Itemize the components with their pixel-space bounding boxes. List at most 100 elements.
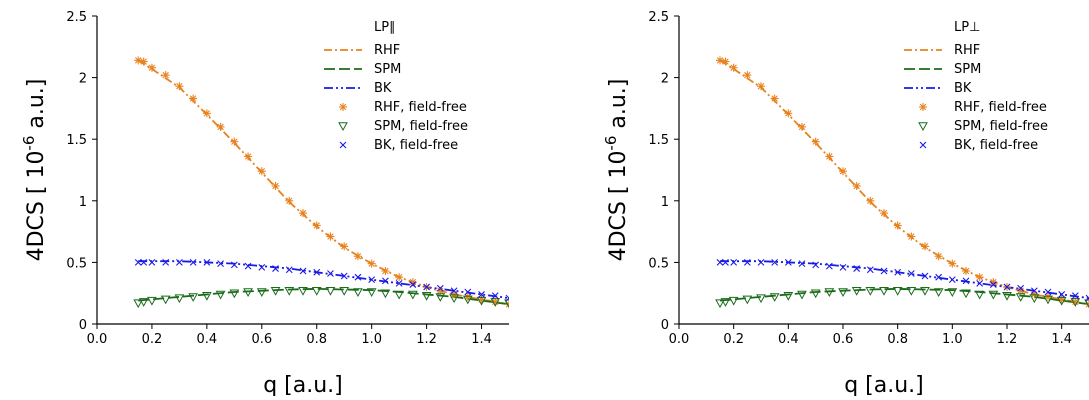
y-tick-label: 2 <box>79 72 87 87</box>
data-point-asterisk <box>353 252 362 261</box>
data-point-asterisk <box>1085 300 1089 309</box>
y-tick-label: 0.5 <box>648 256 669 271</box>
y-axis-label-exponent: -6 <box>602 136 620 151</box>
chart-title: LP∥ <box>374 20 396 35</box>
data-point-asterisk <box>312 221 321 230</box>
data-point-asterisk <box>257 167 266 176</box>
data-point-asterisk <box>381 267 390 276</box>
data-point-x <box>880 267 888 275</box>
legend-label: RHF, field-free <box>374 100 467 115</box>
x-axis-label: q [a.u.] <box>844 373 924 396</box>
data-point-triangle-down <box>394 290 404 300</box>
data-point-x <box>327 270 334 277</box>
data-point-triangle-down <box>462 295 473 305</box>
y-tick-label: 1 <box>661 195 669 210</box>
data-point-x <box>272 265 279 272</box>
data-point-x <box>140 259 148 266</box>
data-point-triangle-down <box>797 290 807 300</box>
data-point-triangle-down <box>1043 295 1053 305</box>
data-point-x <box>368 276 376 284</box>
data-point-asterisk <box>729 63 738 72</box>
legend-label: SPM, field-free <box>374 119 468 134</box>
legend-label: SPM, field-free <box>954 119 1048 134</box>
data-point-asterisk <box>811 137 820 146</box>
x-tick-label: 0.6 <box>833 332 854 347</box>
data-point-triangle-down <box>243 288 253 297</box>
data-point-x <box>382 277 389 285</box>
data-point-x <box>450 287 458 295</box>
data-point-triangle-down <box>188 293 198 302</box>
data-point-triangle-down <box>851 287 862 296</box>
data-point-x <box>962 277 970 285</box>
legend-item: BK, field-free <box>919 138 1038 153</box>
y-axis-label-unit: a.u.] <box>24 79 49 136</box>
data-point-asterisk <box>798 122 806 131</box>
legend-item: RHF, field-free <box>339 100 467 115</box>
data-point-asterisk <box>716 56 724 65</box>
y-tick-label: 0 <box>661 318 669 333</box>
data-point-asterisk <box>962 267 970 276</box>
legend-marker-x <box>919 141 927 149</box>
data-point-x <box>340 272 348 280</box>
legend-label: BK, field-free <box>374 138 458 153</box>
data-point-triangle-down <box>720 298 731 307</box>
chart-panel-1: 0.0 0.2 0.4 0.6 0.8 1.0 1.2 1.4 0 0.5 1 1.5 2 2.5 q [a… <box>20 10 509 398</box>
data-point-asterisk <box>299 209 307 218</box>
data-point-x <box>285 266 293 274</box>
data-point-x <box>1017 284 1025 292</box>
data-point-x <box>935 273 943 281</box>
data-point-triangle-down <box>974 290 985 300</box>
legend-label: BK, field-free <box>954 138 1038 153</box>
x-tick-label: 1.2 <box>416 332 437 347</box>
data-point-x <box>148 259 156 266</box>
data-point-triangle-down <box>1084 299 1089 309</box>
data-point-x <box>825 262 833 270</box>
y-tick-label: 0.5 <box>66 256 87 271</box>
data-point-asterisk <box>880 209 888 218</box>
x-tick-label: 0.4 <box>778 332 799 347</box>
data-point-asterisk <box>147 63 156 72</box>
data-point-triangle-down <box>742 295 753 305</box>
data-point-x <box>395 279 403 287</box>
data-point-x <box>1071 292 1079 300</box>
data-point-asterisk <box>367 259 376 268</box>
data-point-triangle-down <box>715 299 725 309</box>
data-point-x <box>784 259 792 266</box>
data-point-triangle-down <box>366 288 377 297</box>
data-point-triangle-down <box>920 287 930 296</box>
y-tick-label: 1 <box>79 195 87 210</box>
data-point-triangle-down <box>380 289 391 299</box>
data-point-triangle-down <box>256 288 267 297</box>
data-point-triangle-down <box>1056 296 1067 306</box>
x-tick-label: 0.0 <box>669 332 690 347</box>
data-point-triangle-down <box>421 291 432 301</box>
data-point-triangle-down <box>202 291 212 301</box>
data-point-x <box>203 259 211 266</box>
data-point-triangle-down <box>728 296 739 306</box>
data-point-triangle-down <box>284 287 295 296</box>
series-line-dash <box>719 287 1089 306</box>
data-point-triangle-down <box>783 291 794 301</box>
data-point-triangle-down <box>947 288 958 297</box>
legend-item: SPM, field-free <box>338 119 468 134</box>
legend-item: BK <box>904 81 972 96</box>
data-point-x <box>230 261 238 269</box>
data-point-asterisk <box>340 242 349 251</box>
data-point-triangle-down <box>476 296 487 306</box>
data-point-triangle-down <box>824 288 835 297</box>
data-point-x <box>313 268 321 276</box>
x-tick-label: 0.0 <box>87 332 108 347</box>
chart-title: LP⊥ <box>954 20 980 35</box>
data-point-asterisk <box>216 122 225 131</box>
data-point-asterisk <box>285 196 294 205</box>
data-point-asterisk <box>721 57 730 66</box>
data-point-x <box>505 294 509 302</box>
data-point-x <box>1058 291 1066 298</box>
y-axis-label-main: 4DCS [ 10 <box>606 151 631 262</box>
data-point-triangle-down <box>408 290 418 300</box>
data-point-triangle-down <box>449 294 459 304</box>
data-point-triangle-down <box>961 289 971 299</box>
legend-label: BK <box>954 81 972 96</box>
data-point-x <box>478 291 485 298</box>
data-point-x <box>730 259 738 266</box>
